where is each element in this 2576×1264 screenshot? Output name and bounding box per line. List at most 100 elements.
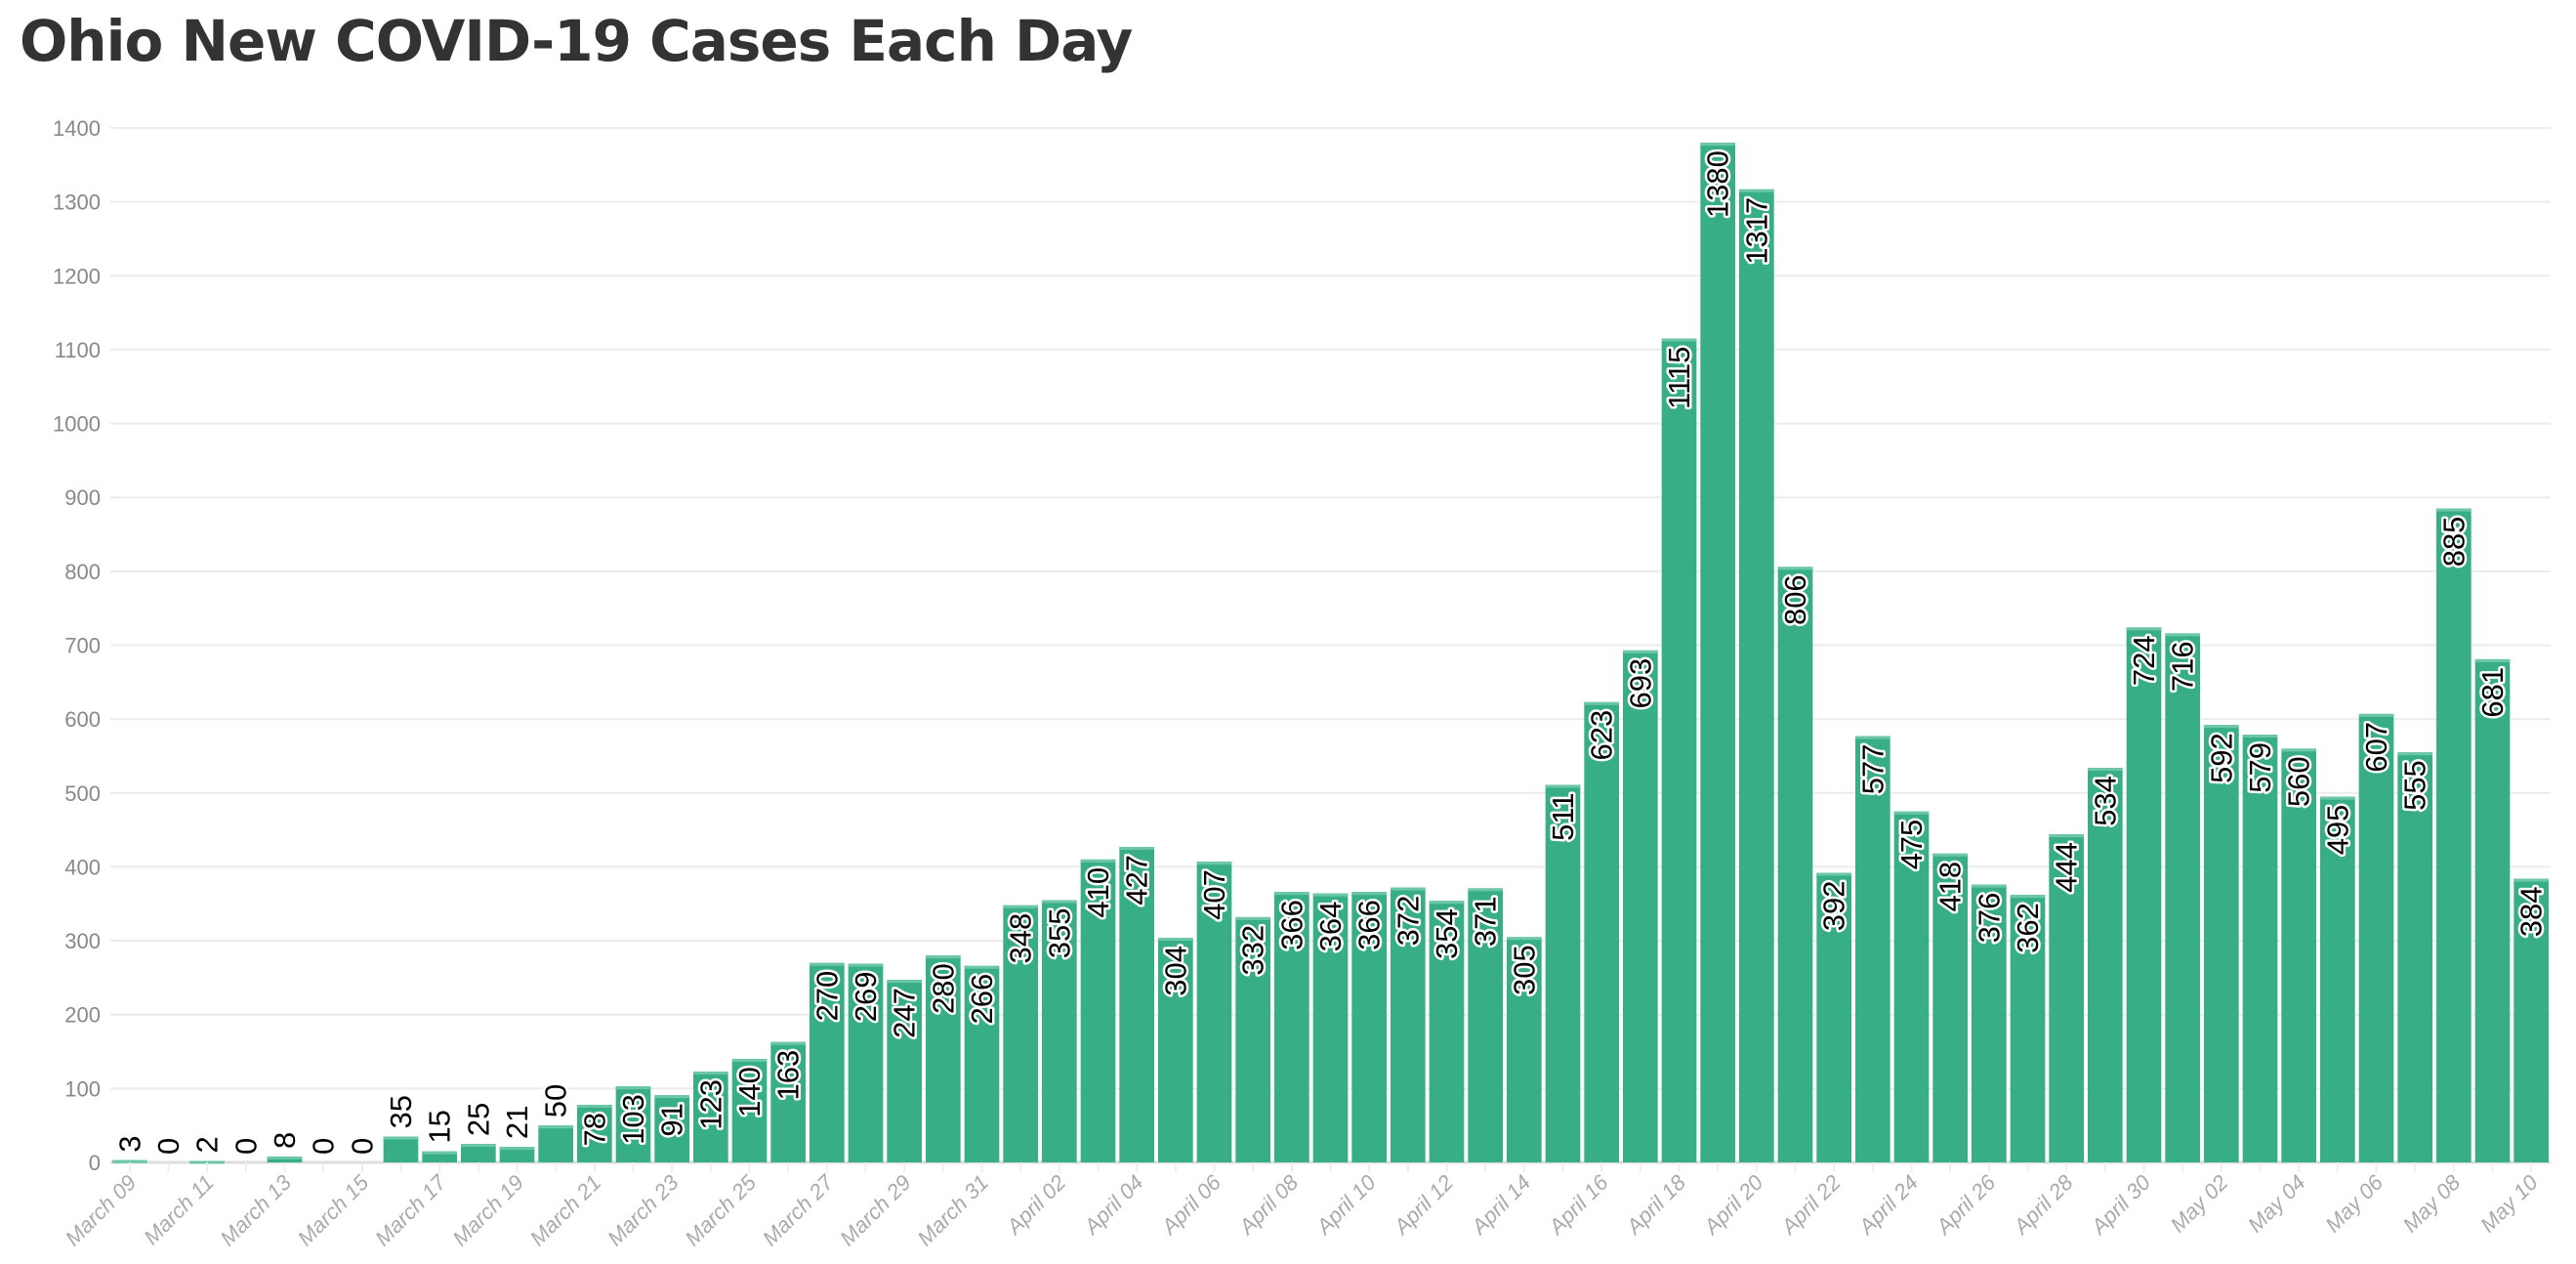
bar-top-edge [1893,811,1930,815]
data-label: 392 [1817,880,1851,931]
bar-top-edge [1623,650,1658,653]
y-tick-label: 200 [64,1003,101,1028]
bar [2281,748,2316,1162]
data-label: 623 [1585,710,1619,761]
bar-top-edge [1391,887,1426,891]
data-label: 269 [849,972,883,1023]
data-label: 163 [771,1050,806,1101]
data-label: 8 [268,1132,302,1149]
x-tick-label: April 02 [1001,1170,1071,1241]
data-label: 348 [1004,913,1038,964]
bar-top-edge [1932,853,1968,857]
bar [1661,338,1697,1162]
bar [2358,713,2394,1162]
bar [1312,893,1349,1162]
data-label: 418 [1933,862,1968,912]
bar-top-edge [2010,895,2046,899]
data-label: 0 [151,1138,186,1155]
data-label: 91 [655,1103,689,1136]
bar-top-edge [770,1041,806,1045]
bar [654,1095,689,1162]
bar [1391,887,1426,1162]
y-tick-label: 0 [89,1151,101,1175]
x-tick-label: March 13 [216,1169,297,1250]
x-tick-label: April 20 [1698,1169,1768,1240]
bar [1777,567,1813,1162]
bar-top-edge [577,1104,612,1108]
data-label: 376 [1972,893,2006,944]
bar-top-edge [1158,938,1193,942]
bar-top-edge [1661,338,1697,342]
data-label: 693 [1623,658,1657,709]
bar [1545,784,1581,1162]
bar-top-edge [1312,893,1349,897]
bar [1584,701,1619,1162]
bar [1429,901,1465,1162]
bar [1468,888,1503,1162]
data-label: 354 [1430,908,1464,959]
bar-top-edge [848,963,884,967]
data-label: 50 [539,1084,573,1117]
bar [1932,853,1968,1162]
data-label: 607 [2359,722,2393,773]
data-label: 1115 [1662,347,1696,409]
data-label: 103 [616,1094,650,1145]
bar-top-edge [1429,901,1465,905]
bar-top-edge [2436,508,2472,512]
data-label: 35 [384,1095,418,1128]
data-label: 579 [2243,742,2277,793]
bar [1700,143,1735,1163]
bar-top-edge [926,955,961,959]
x-tick-label: April 30 [2085,1169,2155,1240]
data-label: 410 [1081,867,1115,918]
x-tick-label: April 04 [1078,1170,1148,1241]
data-label: 1380 [1701,150,1735,218]
x-tick-label: April 22 [1775,1170,1846,1241]
bar [810,962,845,1162]
x-tick-label: March 31 [913,1170,994,1251]
data-label: 1317 [1739,197,1773,265]
x-tick-label: April 12 [1388,1170,1458,1241]
bar-top-edge [1972,884,2007,888]
bar-top-edge [1816,872,1851,876]
bar [964,965,1000,1162]
bar-top-edge [1235,916,1270,920]
bar [267,1156,303,1162]
bar-top-edge [2165,633,2200,637]
y-tick-label: 1200 [53,264,101,288]
bar [1816,872,1851,1162]
bar [926,955,961,1162]
bar-top-edge [2204,725,2239,729]
data-label: 371 [1469,896,1503,947]
data-label: 355 [1042,907,1076,958]
x-tick-label: April 06 [1155,1169,1226,1240]
bar-top-edge [1545,784,1581,788]
x-tick-label: May 08 [2398,1169,2466,1237]
bar [1158,938,1193,1162]
data-label: 495 [2320,805,2354,856]
bar-top-edge [2474,658,2511,662]
bar-top-edge [1468,888,1503,892]
data-label: 247 [888,988,922,1038]
bar [1235,916,1270,1162]
data-label: 885 [2436,517,2471,568]
bar [2088,768,2123,1162]
bar [2010,895,2046,1162]
bar-top-edge [1584,701,1619,705]
data-label: 3 [112,1135,146,1152]
data-label: 366 [1352,900,1387,950]
x-tick-label: March 17 [370,1169,451,1250]
bar [770,1041,806,1162]
data-label: 304 [1158,946,1192,996]
bar-top-edge [887,980,922,984]
bar [1080,859,1116,1162]
bar [1119,847,1154,1162]
x-tick-label: March 21 [525,1170,606,1251]
data-label: 0 [307,1138,341,1155]
bar [1893,811,1930,1162]
data-label: 806 [1778,574,1812,625]
data-label: 364 [1313,902,1348,952]
bar-top-edge [810,962,845,966]
x-tick-label: March 29 [835,1170,916,1251]
y-tick-label: 100 [64,1076,101,1101]
